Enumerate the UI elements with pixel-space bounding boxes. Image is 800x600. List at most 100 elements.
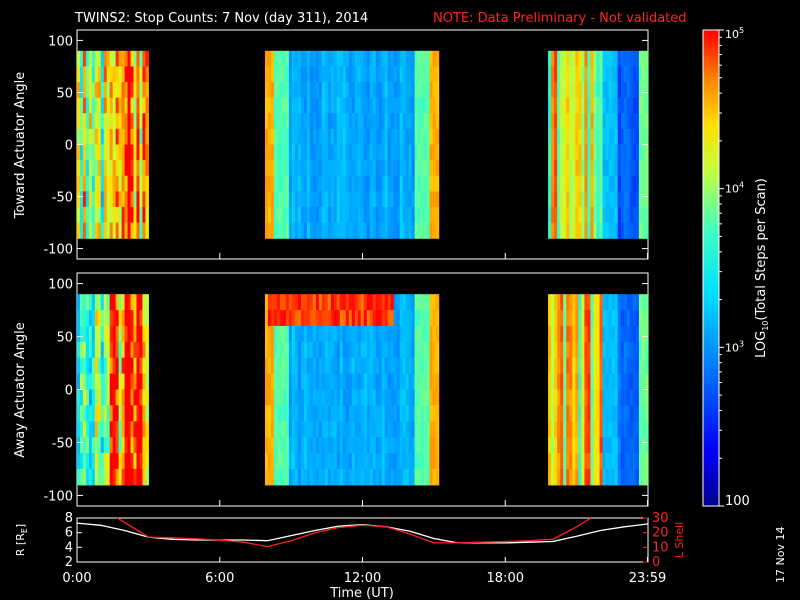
heatmap-cell [297,389,302,406]
heatmap-cell [94,468,99,486]
heatmap-cell [587,191,592,208]
heatmap-cell [315,373,320,391]
heatmap-cell [145,421,149,438]
heatmap-cell [590,310,595,327]
heatmap-cell [333,222,338,239]
heatmap-cell [351,325,356,343]
heatmap-cell [330,128,335,146]
heatmap-cell [414,325,419,343]
heatmap-cell [560,389,564,406]
heatmap-cell [127,144,132,161]
heatmap-cell [644,389,649,406]
heatmap-cell [429,113,434,130]
heatmap-cell [351,405,356,422]
heatmap-cell [596,160,601,177]
heatmap-cell [578,341,582,359]
heatmap-cell [620,144,625,161]
heatmap-cell [85,373,90,391]
heatmap-cell [115,468,120,486]
heatmap-cell [133,160,138,177]
heatmap-cell [560,97,564,114]
heatmap-cell [333,160,338,177]
heatmap-cell [112,206,117,224]
heatmap-cell [384,160,389,177]
heatmap-cell [294,357,299,375]
heatmap-cell [85,206,90,224]
heatmap-cell [324,468,329,486]
heatmap-cell [294,113,299,130]
heatmap-cell [112,437,117,454]
heatmap-cell [548,453,552,470]
heatmap-cell [548,437,552,454]
heatmap-cell [88,222,93,239]
heatmap-cell [402,453,407,470]
heatmap-cell [312,191,317,208]
heatmap-cell [103,175,108,192]
heatmap-cell [605,113,610,130]
heatmap-cell [273,144,278,161]
r-label-main: R [R [14,533,27,556]
heatmap-cell [360,66,365,83]
heatmap-cell [581,97,586,114]
heatmap-cell [115,160,120,177]
heatmap-cell [109,373,114,391]
heatmap-cell [396,389,401,406]
heatmap-cell [318,453,323,470]
heatmap-cell [593,468,598,486]
heatmap-cell [291,405,296,422]
tick-base: 10 [725,341,739,354]
heatmap-cell [366,357,371,375]
heatmap-cell [417,82,422,99]
heatmap-cell [405,82,410,99]
heatmap-cell [432,325,437,343]
heatmap-cell [569,144,573,161]
heatmap-cell [432,66,437,83]
heatmap-cell [351,389,356,406]
heatmap-cell [384,206,389,224]
heatmap-cell [602,128,607,146]
heatmap-cell [357,66,362,83]
heatmap-cell [375,325,380,343]
heatmap-cell [336,206,341,224]
heatmap-cell [405,389,410,406]
heatmap-cell [429,128,434,146]
heatmap-cell [405,453,410,470]
heatmap-cell [115,66,120,83]
heatmap-cell [363,160,368,177]
heatmap-cell [590,421,595,438]
heatmap-cell [321,357,326,375]
heatmap-cell [626,421,631,438]
heatmap-cell [623,437,628,454]
heatmap-cell [136,294,141,311]
heatmap-cell [336,310,341,327]
heatmap-cell [414,453,419,470]
heatmap-cell [632,175,637,192]
heatmap-cell [85,82,90,99]
heatmap-cell [315,437,320,454]
heatmap-cell [294,468,299,486]
heatmap-cell [136,175,141,192]
heatmap-cell [375,191,380,208]
heatmap-cell [435,421,440,438]
heatmap-cell [363,437,368,454]
heatmap-cell [106,468,111,486]
heatmap-cell [435,389,440,406]
heatmap-cell [635,175,640,192]
heatmap-cell [638,421,643,438]
heatmap-cell [118,160,123,177]
heatmap-cell [405,206,410,224]
heatmap-cell [644,453,649,470]
heatmap-cell [435,357,440,375]
heatmap-cell [596,341,601,359]
heatmap-cell [345,294,350,311]
heatmap-cell [581,437,586,454]
heatmap-cell [267,160,272,177]
heatmap-cell [620,405,625,422]
heatmap-cell [596,128,601,146]
heatmap-cell [369,160,374,177]
heatmap-cell [384,341,389,359]
heatmap-cell [100,50,105,68]
heatmap-cell [590,66,595,83]
heatmap-cell [118,97,123,114]
